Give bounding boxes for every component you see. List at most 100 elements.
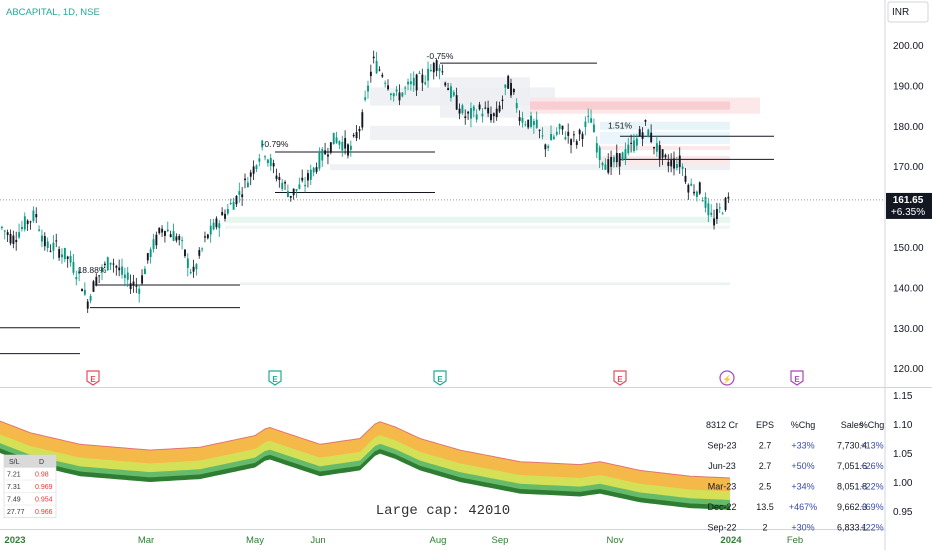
candle-body: [458, 108, 461, 114]
indicator-pane[interactable]: [0, 420, 731, 510]
candle-body: [106, 257, 109, 271]
eps-cell: 2.7: [759, 461, 772, 471]
candle-body: [327, 154, 329, 157]
eps-cell: Mar-23: [708, 482, 737, 492]
candle-body: [678, 155, 681, 168]
candle-body: [501, 99, 504, 101]
candle-body: [661, 149, 664, 158]
sl-cell: 27.77: [7, 509, 25, 516]
eps-cell: Jun-23: [708, 461, 736, 471]
candle-body: [478, 104, 481, 110]
candle-body: [264, 156, 267, 158]
eps-cell: +467%: [789, 502, 817, 512]
candle-body: [633, 140, 635, 151]
candle-body: [112, 263, 115, 265]
time-tick-label: Aug: [430, 535, 447, 546]
indicator-tick-label: 1.15: [893, 391, 913, 402]
candle-body: [721, 213, 724, 215]
candle-body: [192, 266, 195, 272]
candle-body: [126, 272, 129, 280]
event-letter: E: [794, 375, 800, 384]
candle-body: [641, 132, 644, 139]
eps-header-cell: 8312 Cr: [706, 420, 738, 430]
candle-body: [630, 142, 633, 144]
zones-layer: [225, 77, 760, 285]
indicator-tick-label: 0.95: [893, 507, 913, 518]
time-axis[interactable]: 2023 Mar May Jun Aug Sep Nov 2024 Feb: [4, 535, 803, 546]
candle-body: [644, 120, 647, 122]
candle-body: [218, 223, 221, 229]
candle-body: [578, 129, 581, 135]
candle-body: [349, 145, 352, 150]
eps-header-cell: %Chg: [860, 420, 885, 430]
candle-body: [1, 226, 3, 228]
candle-body: [347, 144, 349, 156]
candle-body: [512, 89, 515, 93]
candle-body: [312, 167, 315, 173]
candle-body: [407, 81, 410, 85]
candle-body: [238, 191, 241, 195]
time-tick-label: Sep: [492, 535, 509, 546]
candle-body: [89, 296, 92, 301]
candle-body: [215, 218, 218, 228]
candle-body: [372, 56, 375, 59]
main-pane[interactable]: [0, 0, 885, 387]
candle-body: [261, 140, 264, 148]
candle-body: [166, 229, 169, 232]
price-tick-label: 140.00: [893, 283, 924, 294]
sl-cell: 0.954: [35, 497, 53, 504]
candle-body: [307, 173, 309, 181]
candle-body: [695, 191, 698, 197]
candle-body: [435, 60, 438, 71]
candle-body: [75, 277, 78, 280]
price-tick-label: 200.00: [893, 41, 924, 52]
candle-body: [521, 117, 524, 123]
candle-body: [295, 189, 298, 191]
eps-cell: 2.7: [759, 441, 772, 451]
last-price-tag: [886, 192, 932, 219]
candle-body: [6, 232, 9, 236]
candle-body: [552, 136, 555, 139]
sl-cell: 0.966: [35, 509, 53, 516]
sl-cell: 7.31: [7, 484, 21, 491]
candle-body: [72, 261, 75, 273]
candle-body: [441, 71, 444, 73]
currency-box[interactable]: [887, 1, 929, 23]
zone-band: [440, 77, 530, 118]
zone-band: [600, 121, 730, 130]
candle-body: [198, 250, 201, 256]
candle-body: [341, 142, 344, 151]
candle-body: [698, 182, 701, 194]
candle-body: [475, 114, 478, 120]
candle-body: [281, 182, 284, 190]
eps-cell: 8,051.8: [837, 482, 867, 492]
candle-body: [558, 124, 561, 129]
candle-body: [226, 209, 229, 214]
candle-body: [470, 108, 472, 119]
candle-body: [527, 119, 530, 128]
candle-body: [318, 152, 321, 169]
event-letter: E: [437, 375, 443, 384]
candle-body: [541, 135, 544, 137]
candle-body: [209, 225, 212, 235]
candle-body: [667, 161, 670, 166]
candle-body: [81, 289, 83, 292]
candle-body: [515, 103, 518, 109]
candle-body: [278, 177, 281, 180]
candle-body: [412, 77, 415, 86]
sl-header-cell: S/L: [9, 459, 20, 466]
candle-body: [41, 235, 43, 242]
candle-body: [418, 72, 421, 74]
pct-annotation: 1.51%: [608, 121, 633, 131]
candle-body: [178, 235, 181, 240]
candle-body: [43, 236, 46, 247]
candle-body: [455, 95, 458, 110]
zone-band: [330, 164, 730, 171]
candle-body: [401, 92, 404, 97]
candle-body: [49, 250, 52, 252]
candle-body: [461, 105, 464, 114]
candle-body: [58, 249, 61, 258]
candle-body: [338, 141, 341, 145]
eps-cell: 13.5: [756, 502, 774, 512]
